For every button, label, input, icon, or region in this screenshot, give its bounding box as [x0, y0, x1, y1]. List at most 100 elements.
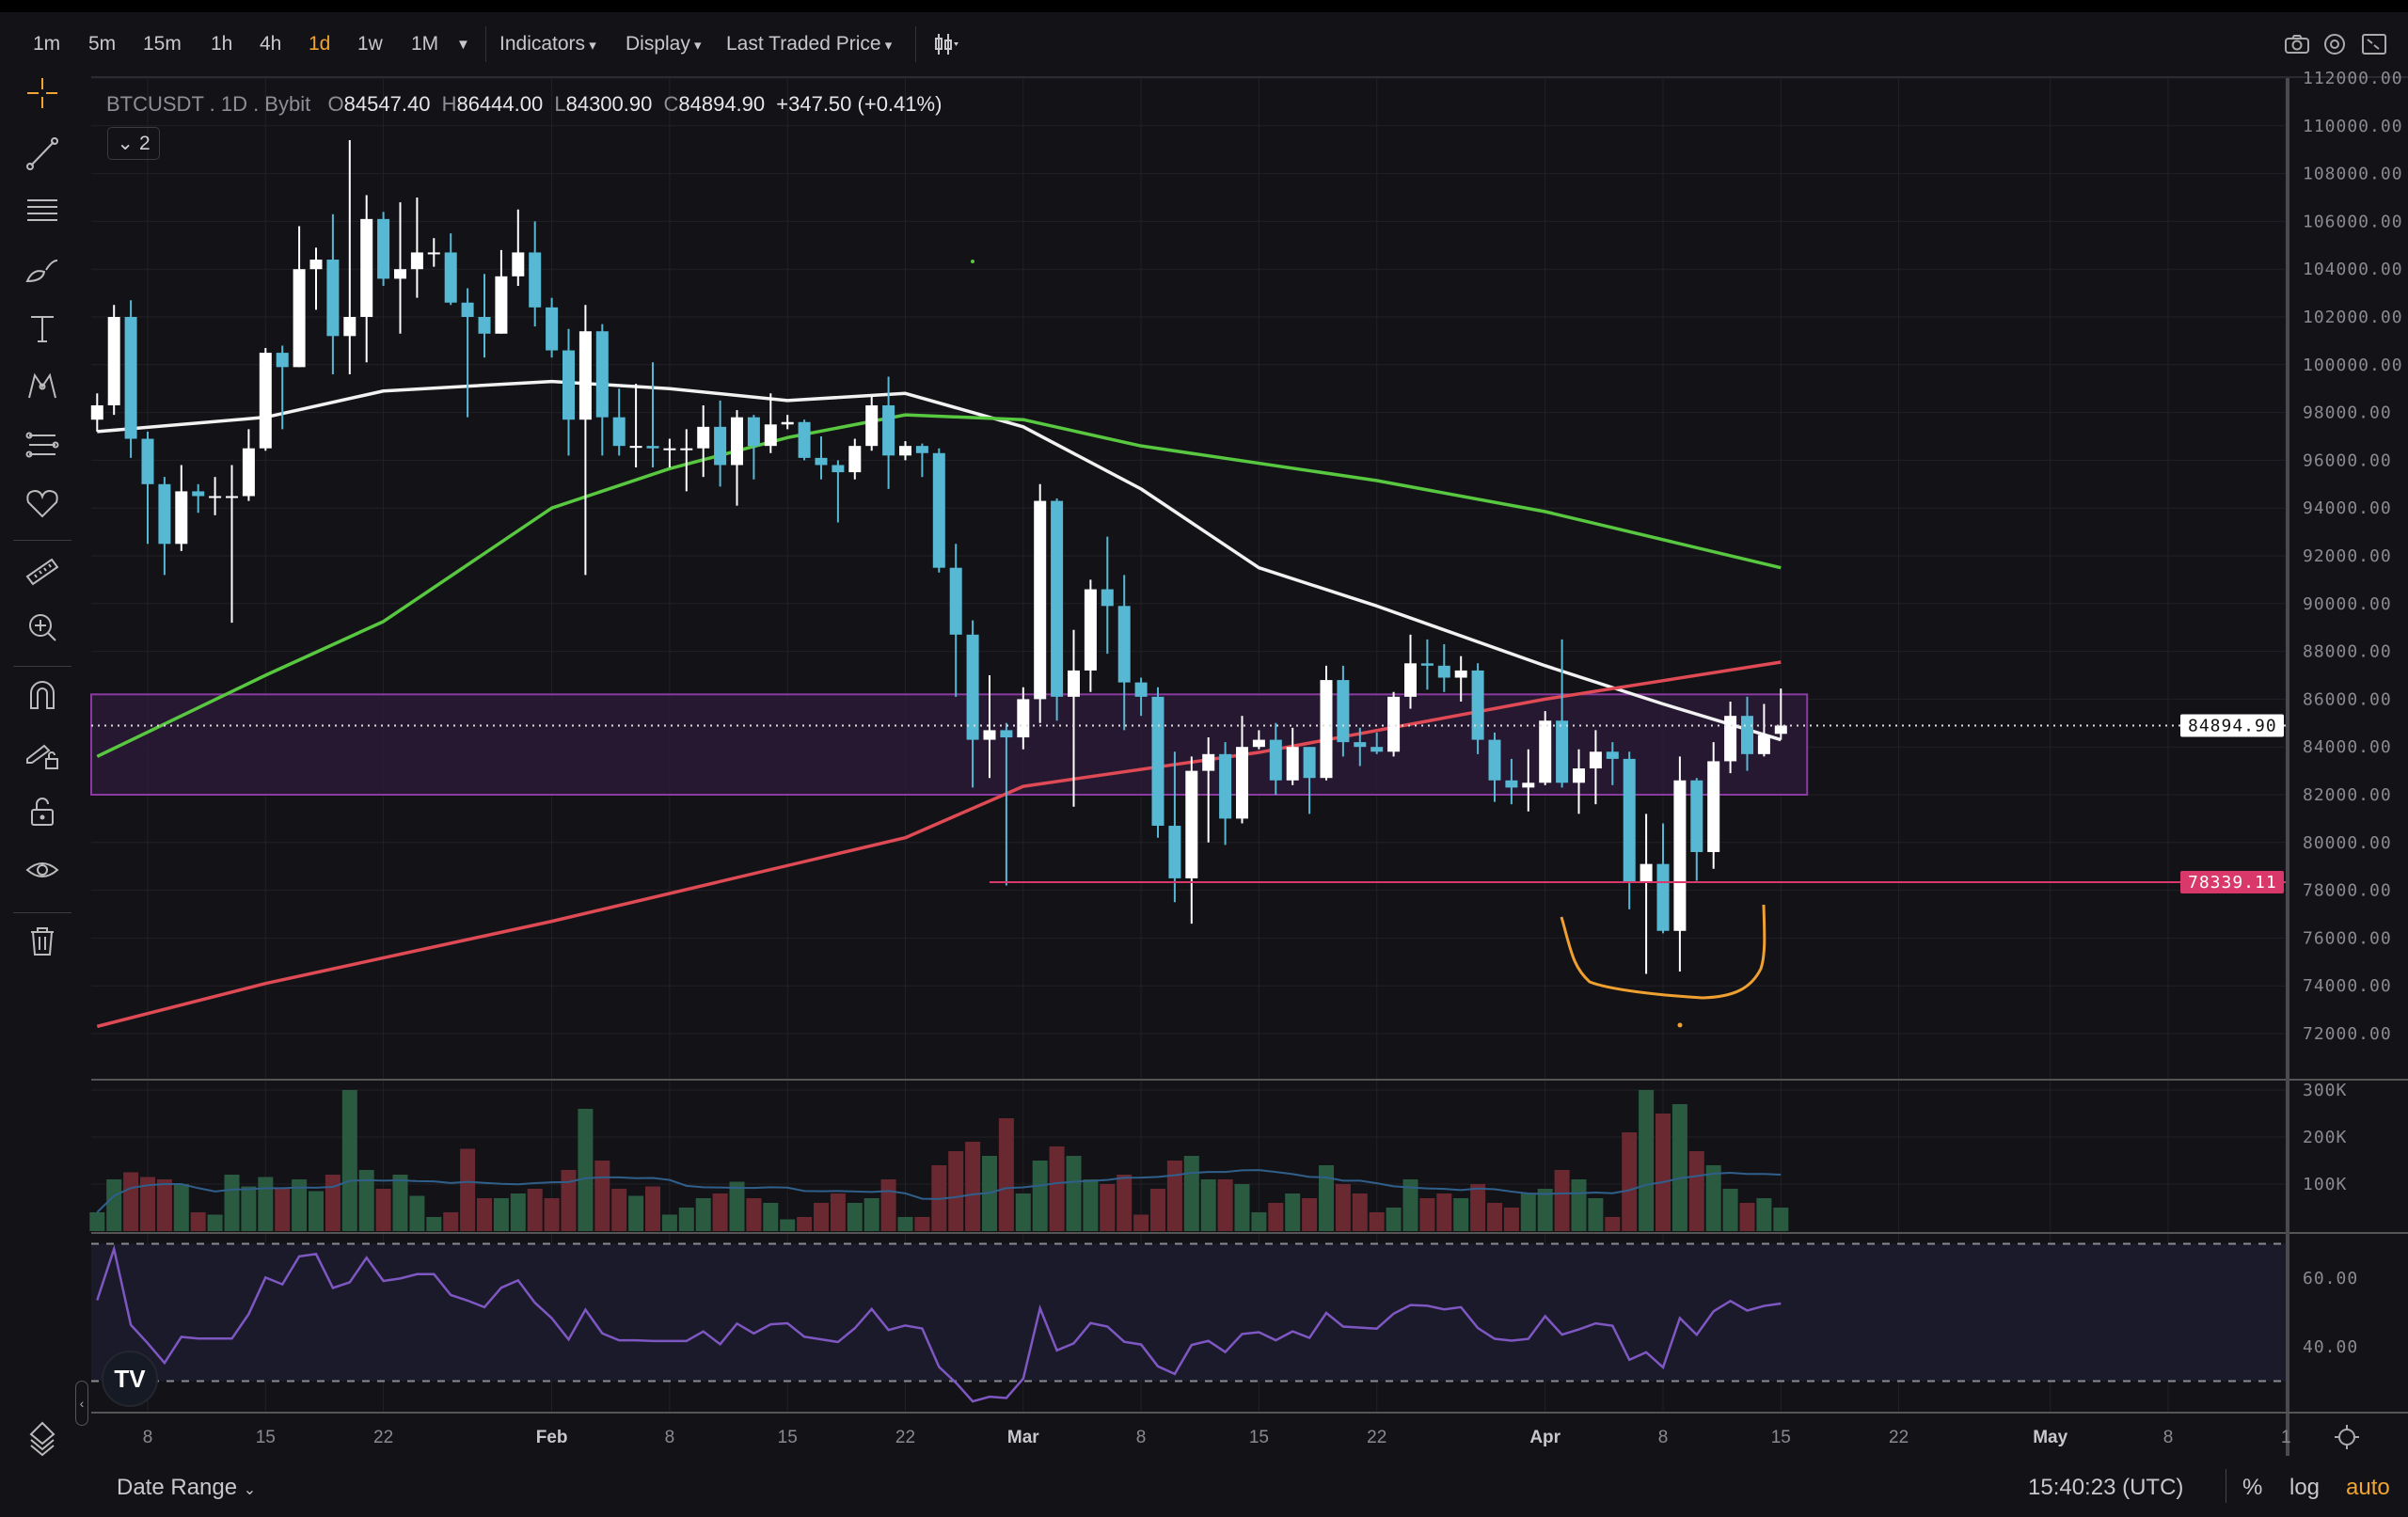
candle-body — [478, 317, 491, 334]
volume-bar — [1503, 1208, 1519, 1231]
candle-body — [595, 331, 609, 418]
trash-icon[interactable] — [21, 920, 64, 963]
volume-pane — [89, 1079, 2408, 1234]
candle-body — [1051, 500, 1064, 697]
timeframe-more-dropdown-icon[interactable]: ▼ — [456, 37, 470, 53]
zoom-in-icon[interactable] — [21, 606, 64, 649]
candle-body — [899, 446, 911, 456]
candle — [1185, 756, 1198, 924]
candle — [1101, 536, 1114, 655]
date-range-dropdown[interactable]: Date Range ⌄ — [117, 1475, 256, 1501]
candle-body — [242, 448, 255, 497]
price-type-dropdown[interactable]: Last Traded Price — [726, 33, 892, 55]
eye-icon[interactable] — [21, 848, 64, 892]
candle — [1471, 663, 1484, 754]
ma-green-line — [96, 413, 1782, 758]
candle — [832, 460, 845, 523]
timeframe-1m[interactable]: 1m — [33, 33, 61, 55]
timeframe-1d[interactable]: 1d — [309, 33, 331, 55]
volume-bar — [914, 1217, 930, 1231]
candle — [1656, 823, 1670, 934]
symbol-label[interactable]: BTCUSDT . 1D . Bybit — [106, 92, 311, 116]
candle-body — [1286, 747, 1299, 781]
settings-icon[interactable] — [2321, 31, 2349, 57]
percent-scale-toggle[interactable]: % — [2242, 1475, 2263, 1500]
candle — [124, 300, 137, 458]
price-tick-label: 98000.00 — [2303, 403, 2392, 423]
price-tick-label: 84000.00 — [2303, 737, 2392, 757]
magnet-icon[interactable] — [21, 673, 64, 717]
support-zone[interactable] — [90, 693, 1809, 797]
trend-line-icon[interactable] — [21, 132, 64, 175]
candle-body — [1134, 682, 1148, 697]
volume-bar — [645, 1186, 660, 1231]
candle — [899, 441, 911, 461]
text-icon[interactable] — [21, 307, 64, 350]
candle-body — [1303, 747, 1316, 779]
candle-body — [1420, 663, 1434, 666]
volume-bar — [661, 1214, 677, 1231]
orange-drawing-curve[interactable] — [1560, 904, 1766, 1000]
volume-bar — [729, 1181, 745, 1231]
candle-body — [158, 483, 171, 545]
tradingview-logo[interactable]: TV — [102, 1351, 158, 1407]
divider — [13, 540, 71, 541]
clock-time[interactable]: 15:40:23 (UTC) — [2028, 1475, 2184, 1500]
timeframe-1h[interactable]: 1h — [211, 33, 233, 55]
auto-scale-toggle[interactable]: auto — [2346, 1475, 2390, 1500]
volume-bar — [1436, 1193, 1452, 1231]
candle — [595, 324, 609, 456]
candle — [1623, 751, 1636, 909]
volume-bar — [140, 1177, 155, 1231]
volume-bar — [460, 1148, 476, 1231]
timeframe-4h[interactable]: 4h — [260, 33, 282, 55]
volume-bar — [1605, 1217, 1621, 1231]
volume-ma-line — [96, 1169, 1782, 1213]
fib-icon[interactable] — [21, 423, 64, 466]
candle — [798, 419, 811, 461]
volume-bar — [628, 1195, 644, 1231]
volume-bar — [123, 1172, 139, 1231]
candle-body — [1370, 747, 1384, 752]
divider — [915, 26, 916, 62]
candle-body — [731, 417, 743, 466]
lock-drawing-icon[interactable] — [21, 732, 64, 775]
low-value: 84300.90 — [565, 92, 653, 116]
candle-body — [915, 446, 928, 453]
timeframe-5m[interactable]: 5m — [88, 33, 117, 55]
candle — [1589, 730, 1602, 805]
candle-body — [629, 446, 642, 449]
fullscreen-icon[interactable] — [2360, 31, 2388, 57]
heart-icon[interactable] — [21, 482, 64, 525]
indicators-dropdown[interactable]: Indicators — [499, 33, 596, 55]
candle-body — [1354, 742, 1367, 748]
indicator-collapse-button[interactable]: ⌄ 2 — [107, 127, 160, 160]
layers-icon[interactable] — [21, 1416, 64, 1460]
crosshair-icon[interactable] — [21, 71, 64, 115]
display-dropdown[interactable]: Display — [626, 33, 702, 55]
candle — [1151, 687, 1164, 838]
open-value: 84547.40 — [343, 92, 431, 116]
volume-bar — [1100, 1184, 1116, 1231]
lock-icon[interactable] — [21, 790, 64, 833]
candle-body — [1656, 863, 1670, 931]
camera-icon[interactable] — [2283, 31, 2311, 57]
timeframe-1M[interactable]: 1M — [411, 33, 439, 55]
price-tick-label: 76000.00 — [2303, 928, 2392, 948]
price-tick-label: 96000.00 — [2303, 450, 2392, 470]
brush-icon[interactable] — [21, 248, 64, 292]
price-tick-label: 100000.00 — [2303, 356, 2403, 375]
collapse-panel-button[interactable]: ‹ — [75, 1381, 88, 1426]
timeframe-1w[interactable]: 1w — [357, 33, 383, 55]
candle-type-icon[interactable] — [931, 31, 959, 57]
candle — [1370, 732, 1384, 754]
candle — [309, 247, 323, 310]
ruler-icon[interactable] — [21, 547, 64, 591]
timeframe-15m[interactable]: 15m — [143, 33, 182, 55]
volume-bar — [258, 1177, 274, 1231]
price-tick-label: 106000.00 — [2303, 212, 2403, 231]
pattern-icon[interactable] — [21, 365, 64, 408]
horizontal-lines-icon[interactable] — [21, 190, 64, 233]
log-scale-toggle[interactable]: log — [2289, 1475, 2321, 1500]
